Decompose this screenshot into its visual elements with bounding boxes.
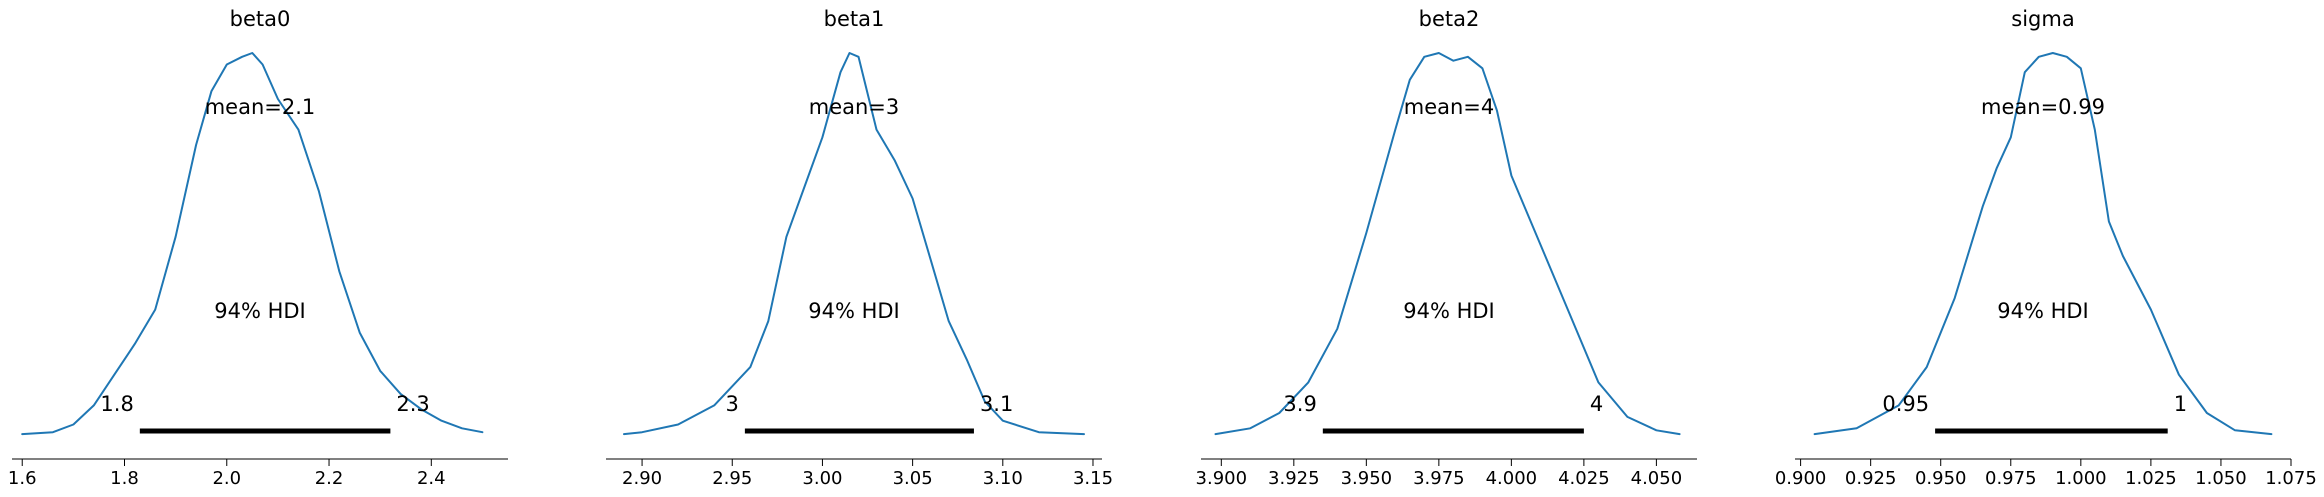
panel-beta0: beta0 mean=2.1 94% HDI 1.8 2.3 1.6 1.8 2.0 2.2 2.… xyxy=(8,7,508,489)
hdi-high-label: 1 xyxy=(2174,392,2187,416)
x-tick-label: 3.10 xyxy=(983,468,1023,489)
x-tick-label: 2.95 xyxy=(712,468,752,489)
x-tick-label: 2.90 xyxy=(622,468,662,489)
mean-label: mean=0.99 xyxy=(1981,95,2105,119)
hdi-high-label: 2.3 xyxy=(396,392,429,416)
x-tick-label: 1.6 xyxy=(8,468,37,489)
density-curve xyxy=(1214,52,1681,436)
x-tick-label: 0.950 xyxy=(1915,468,1967,489)
x-tick-label: 0.900 xyxy=(1775,468,1827,489)
x-tick-label: 3.05 xyxy=(893,468,933,489)
panel-beta1: beta1 mean=3 94% HDI 3 3.1 2.90 2.95 3.00 3.05 3.… xyxy=(606,7,1113,489)
panel-title: beta1 xyxy=(824,7,885,31)
panel-title: sigma xyxy=(2011,7,2074,31)
hdi-high-label: 4 xyxy=(1590,392,1603,416)
hdi-low-label: 3 xyxy=(726,392,739,416)
hdi-low-label: 0.95 xyxy=(1882,392,1929,416)
posterior-panels: beta0 mean=2.1 94% HDI 1.8 2.3 1.6 1.8 2.0 2.2 2.… xyxy=(8,7,2317,489)
panel-sigma: sigma mean=0.99 94% HDI 0.95 1 0.900 0.925 0.95… xyxy=(1775,7,2317,489)
x-tick-label: 4.050 xyxy=(1631,468,1683,489)
mean-label: mean=3 xyxy=(809,95,900,119)
x-tick-label: 3.950 xyxy=(1341,468,1393,489)
panel-title: beta2 xyxy=(1419,7,1480,31)
x-tick-label: 3.975 xyxy=(1413,468,1465,489)
hdi-label: 94% HDI xyxy=(214,299,306,323)
panel-title: beta0 xyxy=(230,7,291,31)
mean-label: mean=2.1 xyxy=(205,95,316,119)
hdi-label: 94% HDI xyxy=(1403,299,1495,323)
hdi-low-label: 3.9 xyxy=(1283,392,1316,416)
hdi-high-label: 3.1 xyxy=(980,392,1013,416)
x-tick-label: 4.025 xyxy=(1558,468,1610,489)
x-tick-label: 3.925 xyxy=(1268,468,1320,489)
x-tick-label: 1.8 xyxy=(110,468,139,489)
x-tick-label: 2.0 xyxy=(212,468,241,489)
x-tick-label: 1.025 xyxy=(2125,468,2177,489)
hdi-label: 94% HDI xyxy=(808,299,900,323)
x-tick-label: 0.975 xyxy=(1985,468,2037,489)
mean-label: mean=4 xyxy=(1404,95,1495,119)
density-curve xyxy=(21,52,484,436)
x-tick-label: 2.2 xyxy=(315,468,344,489)
x-tick-label: 3.900 xyxy=(1196,468,1248,489)
x-tick-label: 4.000 xyxy=(1486,468,1538,489)
x-tick-label: 1.000 xyxy=(2055,468,2107,489)
x-tick-label: 3.15 xyxy=(1073,468,1113,489)
density-curve xyxy=(623,52,1085,436)
x-tick-label: 1.050 xyxy=(2195,468,2247,489)
density-curve xyxy=(1813,52,2273,436)
hdi-low-label: 1.8 xyxy=(100,392,133,416)
x-tick-label: 0.925 xyxy=(1845,468,1897,489)
panel-beta2: beta2 mean=4 94% HDI 3.9 4 3.900 3.925 3.950 3.9… xyxy=(1196,7,1697,489)
hdi-label: 94% HDI xyxy=(1997,299,2089,323)
x-tick-label: 2.4 xyxy=(417,468,446,489)
x-tick-label: 3.00 xyxy=(802,468,842,489)
x-tick-label: 1.075 xyxy=(2265,468,2317,489)
